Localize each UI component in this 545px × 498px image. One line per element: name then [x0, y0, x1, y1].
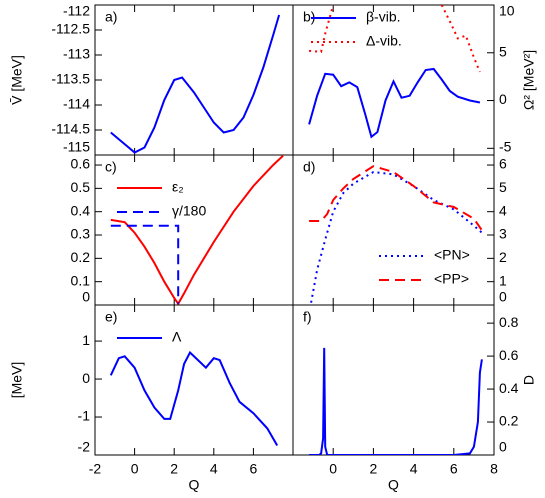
y-tick-label: 0.2 [499, 413, 519, 429]
legend-label: β-vib. [366, 9, 401, 25]
y-tick-label: 1 [499, 272, 507, 288]
series-line [309, 165, 483, 231]
y-tick-label: 0.3 [71, 226, 91, 242]
y-axis-label: Ω² [MeV²] [521, 50, 537, 110]
legend-label: <PN> [434, 247, 470, 263]
y-tick-label: 0 [499, 91, 507, 107]
x-tick-label: 8 [490, 461, 498, 477]
x-axis-label: Q [189, 477, 200, 493]
frame [94, 154, 294, 306]
y-tick-label: 1 [82, 332, 90, 348]
series-line [310, 170, 483, 303]
x-tick-label: 2 [170, 461, 178, 477]
y-tick-label: -5 [499, 139, 512, 155]
y-axis-label: V̄ [MeV] [9, 55, 25, 105]
x-tick-label: 0 [131, 461, 139, 477]
x-tick-label: 0 [329, 461, 337, 477]
x-tick-label: 2 [370, 461, 378, 477]
y-tick-label: 2 [499, 249, 507, 265]
y-tick-label: 6 [499, 156, 507, 172]
series-line [110, 224, 180, 304]
x-tick-label: 6 [450, 461, 458, 477]
panel: 00.1 0.2 0.3 0.4 0.5 0.6 c) ε₂ γ/180 [71, 154, 294, 306]
legend-label: <PP> [434, 271, 469, 287]
x-tick-label: 4 [210, 461, 218, 477]
y-tick-label: 0.6 [71, 156, 91, 172]
x-tick-label: 4 [410, 461, 418, 477]
panel-label: f) [303, 309, 312, 325]
series-line [309, 5, 481, 73]
series-line [109, 350, 279, 447]
y-axis-label: D [521, 375, 537, 385]
panel-label: a) [105, 9, 117, 25]
y-tick-label: 0.1 [71, 272, 91, 288]
y-tick-label: 0.4 [499, 380, 519, 396]
y-tick-label: 0 [82, 370, 90, 386]
panel-label: c) [105, 159, 117, 175]
x-tick-label: 6 [250, 461, 258, 477]
y-tick-label: -1 [78, 408, 91, 424]
y-tick-label: 0 [499, 439, 507, 455]
frame [94, 4, 294, 156]
y-tick-label: -112.5 [51, 21, 90, 37]
legend-label: γ/180 [172, 203, 206, 219]
series-line [309, 347, 483, 455]
panel: -2 -1 0 1 -2 0 2 4 6 e) [MeV] Q Λ [9, 304, 294, 493]
panel-label: b) [303, 9, 315, 25]
y-tick-label: 5 [499, 43, 507, 59]
y-tick-label: -2 [78, 439, 91, 455]
y-tick-label: 0.6 [499, 347, 519, 363]
legend-label: ε₂ [172, 179, 184, 195]
y-tick-label: 5 [499, 179, 507, 195]
series-line [110, 14, 281, 154]
y-tick-label: 4 [499, 202, 507, 218]
y-tick-label: -113.5 [51, 71, 90, 87]
series-line [110, 155, 284, 305]
frame [94, 304, 294, 456]
legend-label: Δ-vib. [366, 33, 402, 49]
y-tick-label: 3 [499, 226, 507, 242]
panel: 01 2 3 4 5 6 d) <PN> <PP> [292, 154, 507, 306]
y-tick-label: 0.5 [71, 179, 91, 195]
x-tick-label: -2 [89, 461, 102, 477]
legend-label: Λ [172, 329, 182, 345]
y-tick-label: -112 [63, 3, 90, 19]
panel: 0 0.2 0.4 0.6 0.8 0 2 4 6 8 f) D Q [292, 304, 537, 493]
panel: -115 -114.5 -114 -113.5 -113 -112.5 -112 a) V̄ [… [9, 3, 294, 156]
y-tick-label: 0 [499, 289, 507, 305]
panel-label: d) [303, 159, 315, 175]
panel: -5 0 5 10 b) Ω² [MeV²] β-vib. Δ-vib. [292, 3, 537, 156]
y-tick-label: 0.2 [71, 249, 91, 265]
series-line [308, 67, 481, 139]
y-tick-label: 0 [82, 289, 90, 305]
y-tick-label: 0.4 [71, 202, 91, 218]
y-tick-label: 10 [499, 3, 515, 19]
y-tick-label: -115 [63, 139, 90, 155]
panel-label: e) [105, 309, 117, 325]
y-tick-label: -113 [63, 46, 90, 62]
y-tick-label: -114.5 [51, 121, 90, 137]
x-axis-label: Q [388, 477, 399, 493]
y-tick-label: 0.8 [499, 314, 519, 330]
y-axis-label: [MeV] [9, 362, 25, 399]
y-tick-label: -114 [63, 96, 90, 112]
